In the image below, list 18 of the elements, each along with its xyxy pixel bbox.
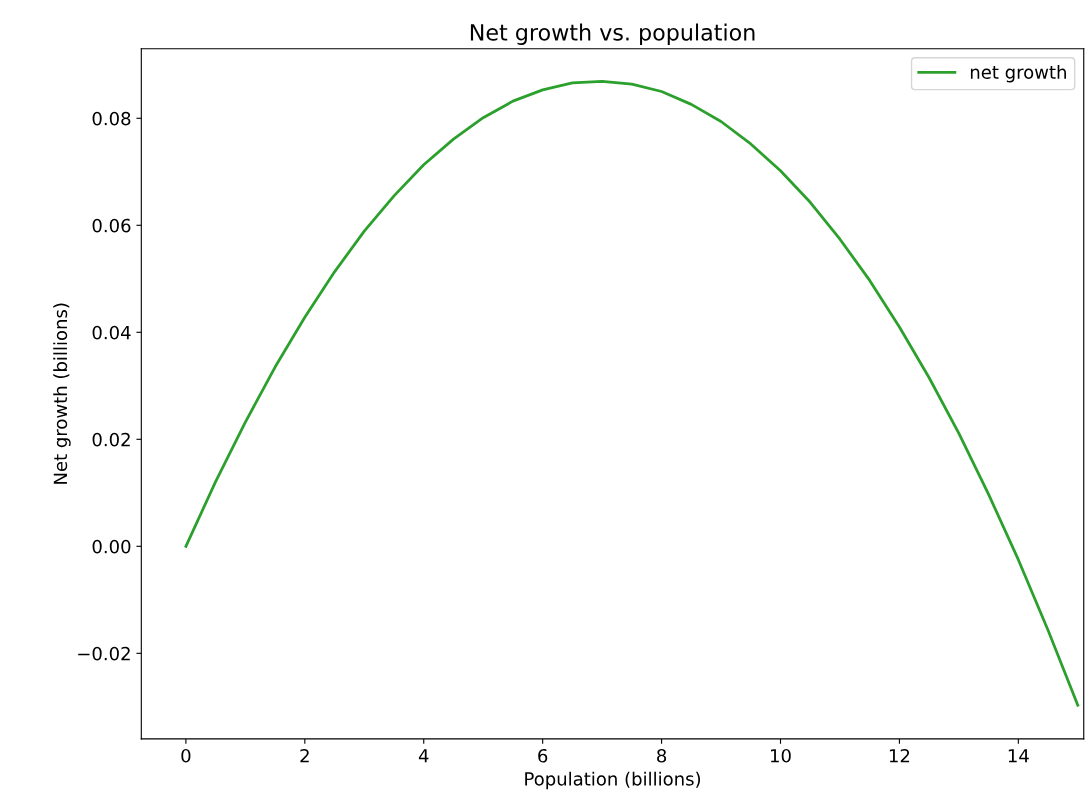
x-tick-label: 2 <box>300 748 309 763</box>
y-tick-label: 0.04 <box>92 325 131 340</box>
x-tick-label: 4 <box>418 749 429 763</box>
y-tick-label: −0.02 <box>78 646 130 661</box>
x-tick-label: 0 <box>181 748 191 763</box>
x-tick-label: 6 <box>538 748 548 763</box>
chart-title: Net growth vs. population <box>470 23 755 46</box>
y-tick-label: 0.06 <box>92 218 131 233</box>
y-tick-label: 0.00 <box>92 539 131 554</box>
y-axis-title: Net growth (billions) <box>53 303 71 484</box>
legend-label: net growth <box>970 64 1066 83</box>
y-tick-label: 0.08 <box>92 111 131 126</box>
x-tick-label: 12 <box>889 748 910 763</box>
x-tick-label: 14 <box>1008 749 1029 763</box>
y-tick-label: 0.02 <box>92 432 130 447</box>
x-axis-title: Population (billions) <box>525 771 701 790</box>
x-tick-label: 8 <box>657 748 667 763</box>
x-tick-label: 10 <box>770 748 791 763</box>
